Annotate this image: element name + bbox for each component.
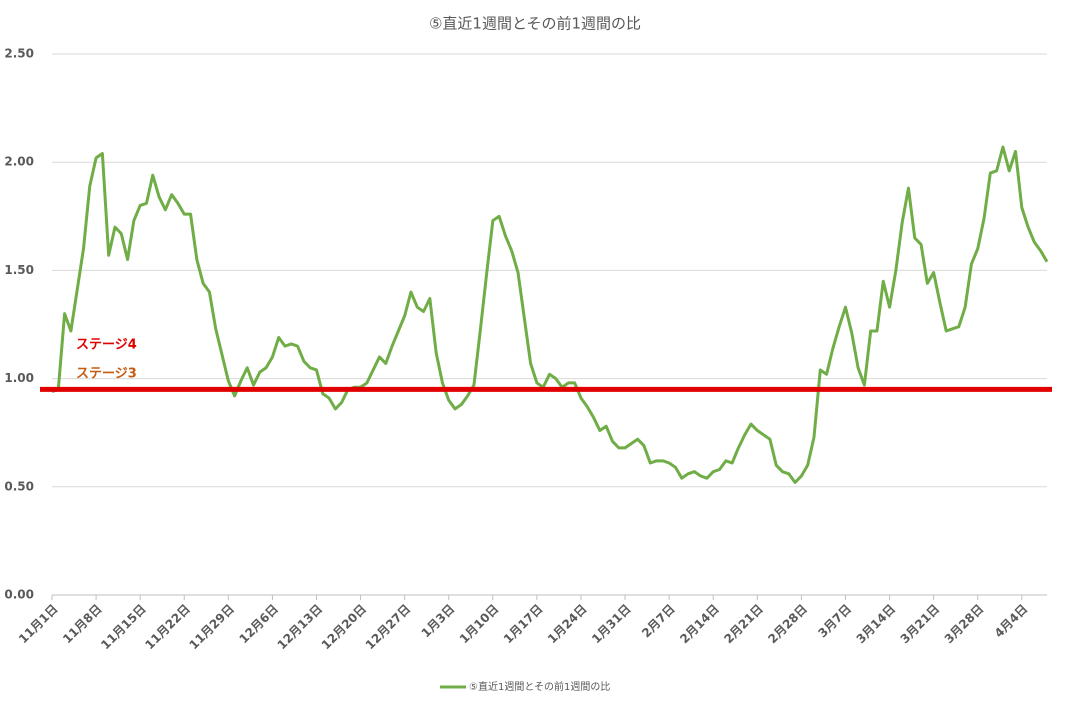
y-tick-label: 1.50: [4, 263, 34, 277]
x-tick-label: 3月21日: [898, 602, 943, 647]
legend-label: ⑤直近1週間とその前1週間の比: [469, 680, 610, 693]
x-tick-label: 1月24日: [545, 602, 590, 647]
x-tick-label: 11月1日: [16, 602, 61, 647]
annotation: ステージ3: [76, 367, 137, 382]
x-tick-label: 2月21日: [721, 602, 766, 647]
y-tick-label: 0.50: [4, 479, 34, 493]
x-tick-label: 1月3日: [419, 602, 458, 641]
y-tick-label: 2.50: [4, 47, 34, 61]
series-line: [51, 145, 1049, 484]
x-tick-label: 1月10日: [457, 602, 502, 647]
x-tick-label: 3月7日: [815, 602, 854, 641]
x-tick-label: 1月31日: [589, 602, 634, 647]
y-tick-label: 1.00: [4, 371, 34, 385]
x-tick-label: 2月28日: [765, 602, 810, 647]
x-tick-label: 12月6日: [236, 602, 281, 647]
x-tick-label: 12月13日: [275, 602, 325, 652]
x-tick-label: 11月29日: [186, 602, 236, 652]
y-tick-label: 0.00: [4, 588, 34, 602]
x-tick-label: 11月8日: [60, 602, 105, 647]
x-tick-label: 4月4日: [992, 602, 1031, 641]
x-tick-label: 11月15日: [98, 602, 148, 652]
x-tick-label: 3月14日: [854, 602, 899, 647]
y-tick-label: 2.00: [4, 155, 34, 169]
chart-title: ⑤直近1週間とその前1週間の比: [429, 15, 641, 33]
x-tick-label: 1月17日: [501, 602, 546, 647]
x-tick-label: 2月7日: [639, 602, 678, 641]
annotation: ステージ4: [76, 338, 137, 353]
x-tick-label: 3月28日: [942, 602, 987, 647]
x-tick-label: 12月27日: [363, 602, 413, 652]
x-tick-label: 12月20日: [319, 602, 369, 652]
x-tick-label: 11月22日: [142, 602, 192, 652]
x-tick-label: 2月14日: [677, 602, 722, 647]
